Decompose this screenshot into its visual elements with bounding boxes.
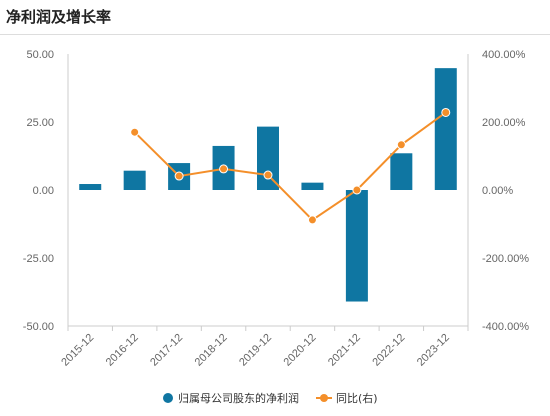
bar-2015-12 [79,184,102,190]
growth-point-2021-12 [352,185,362,195]
x-tick-label: 2021-12 [326,332,363,369]
y-right-tick-label: 400.00% [482,49,526,61]
y-left-tick-label: 0.00 [33,185,54,197]
growth-point-2017-12 [174,171,184,181]
y-left-tick-label: -50.00 [23,321,54,333]
x-tick-label: 2016-12 [104,332,141,369]
page-title: 净利润及增长率 [6,8,112,26]
x-tick-label: 2017-12 [148,332,185,369]
growth-point-2016-12 [130,127,140,137]
bars-group [79,68,457,302]
bar-2021-12 [345,190,368,302]
x-tick-label: 2023-12 [415,332,452,369]
growth-point-2020-12 [307,215,317,225]
growth-point-2023-12 [441,107,451,117]
legend-bar-label: 归属母公司股东的净利润 [178,391,299,405]
y-left-tick-label: 25.00 [26,117,54,129]
legend: 归属母公司股东的净利润 同比(右) [163,391,378,405]
bar-2022-12 [390,153,413,190]
y-right-tick-label: -400.00% [482,321,529,333]
bar-2016-12 [123,170,146,190]
axes-group [67,54,469,331]
bar-2020-12 [301,182,324,190]
x-tick-label: 2018-12 [193,332,230,369]
legend-line-dot [320,394,328,402]
y-left-tick-label: 50.00 [26,49,54,61]
bar-2023-12 [434,68,457,190]
x-tick-label: 2019-12 [237,332,274,369]
x-tick-labels: 2015-12 2016-12 2017-12 2018-12 2019-12 2020-… [59,332,452,369]
growth-point-2019-12 [263,170,273,180]
y-left-tick-label: -25.00 [23,253,54,265]
growth-line-group [130,107,451,225]
y-tick-labels: 50.00 25.00 0.00 -25.00 -50.00 400.00% 200.00%… [23,49,530,333]
bar-2019-12 [257,126,279,190]
title-divider [0,34,550,35]
y-right-tick-label: -200.00% [482,253,529,265]
x-tick-label: 2022-12 [370,332,407,369]
x-tick-label: 2020-12 [282,332,319,369]
y-right-tick-label: 0.00% [482,185,513,197]
x-tick-label: 2015-12 [59,332,96,369]
growth-point-2022-12 [396,140,406,150]
growth-line [133,111,447,222]
y-right-tick-label: 200.00% [482,117,526,129]
growth-point-2018-12 [219,164,229,174]
legend-bar-marker [163,393,173,403]
legend-line-label: 同比(右) [336,391,378,405]
